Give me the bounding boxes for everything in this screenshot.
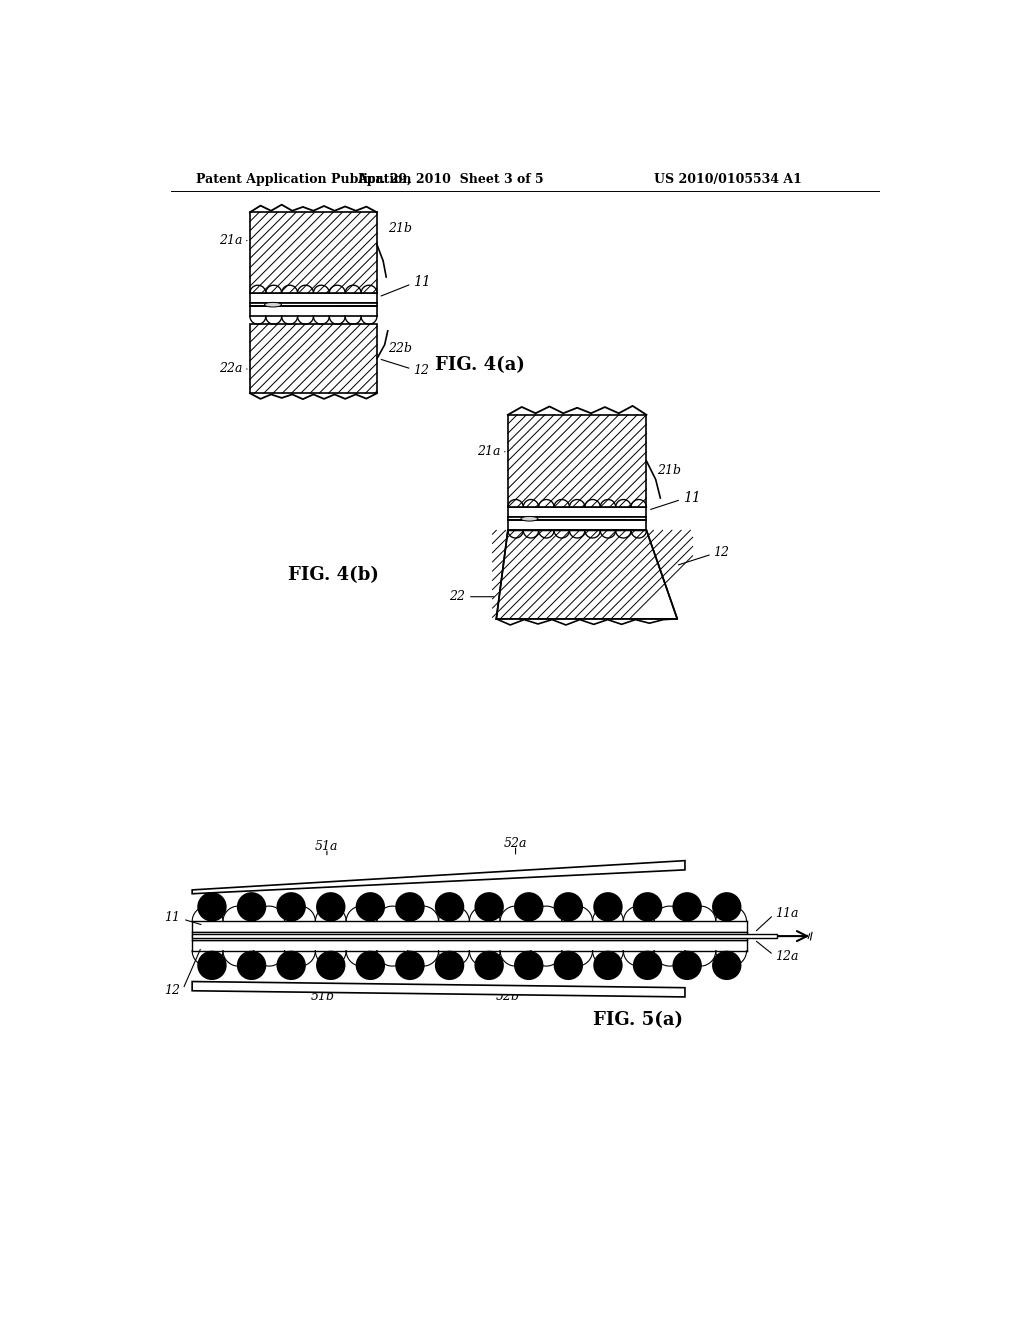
Circle shape bbox=[278, 892, 305, 921]
Circle shape bbox=[555, 952, 583, 979]
Circle shape bbox=[713, 952, 740, 979]
Text: 11a: 11a bbox=[775, 907, 799, 920]
Ellipse shape bbox=[521, 516, 538, 521]
Bar bbox=[193, 936, 746, 940]
Circle shape bbox=[475, 952, 503, 979]
Text: 21b: 21b bbox=[388, 222, 412, 235]
Circle shape bbox=[435, 892, 464, 921]
Text: 12: 12 bbox=[165, 985, 180, 998]
Circle shape bbox=[515, 952, 543, 979]
Text: Apr. 29, 2010  Sheet 3 of 5: Apr. 29, 2010 Sheet 3 of 5 bbox=[356, 173, 544, 186]
Circle shape bbox=[198, 952, 226, 979]
Circle shape bbox=[356, 952, 384, 979]
Text: US 2010/0105534 A1: US 2010/0105534 A1 bbox=[654, 173, 802, 186]
Text: 52b: 52b bbox=[496, 990, 520, 1003]
Bar bbox=[193, 935, 777, 939]
Text: FIG. 5(a): FIG. 5(a) bbox=[593, 1011, 683, 1030]
Text: 52a: 52a bbox=[504, 837, 527, 850]
Circle shape bbox=[396, 892, 424, 921]
Circle shape bbox=[674, 892, 701, 921]
Text: 11: 11 bbox=[413, 276, 431, 289]
Circle shape bbox=[634, 892, 662, 921]
Text: 21b: 21b bbox=[657, 463, 681, 477]
Bar bbox=[508, 517, 646, 520]
Text: 51b: 51b bbox=[311, 990, 335, 1003]
Circle shape bbox=[674, 952, 701, 979]
Circle shape bbox=[435, 952, 464, 979]
Text: 51a: 51a bbox=[315, 841, 339, 853]
Circle shape bbox=[396, 952, 424, 979]
Circle shape bbox=[316, 892, 345, 921]
Text: FIG. 4(a): FIG. 4(a) bbox=[435, 356, 524, 375]
Text: 22: 22 bbox=[450, 590, 466, 603]
Circle shape bbox=[356, 892, 384, 921]
Circle shape bbox=[594, 892, 622, 921]
Polygon shape bbox=[193, 982, 685, 997]
Text: 22a: 22a bbox=[219, 363, 243, 375]
Bar bbox=[250, 213, 377, 293]
Polygon shape bbox=[497, 531, 677, 619]
Circle shape bbox=[594, 952, 622, 979]
Text: FIG. 4(b): FIG. 4(b) bbox=[289, 565, 379, 583]
Text: 12: 12 bbox=[714, 546, 729, 560]
Text: 21a: 21a bbox=[219, 234, 243, 247]
Circle shape bbox=[634, 952, 662, 979]
Circle shape bbox=[198, 892, 226, 921]
Circle shape bbox=[515, 892, 543, 921]
Bar bbox=[250, 323, 377, 393]
Polygon shape bbox=[193, 861, 685, 894]
Circle shape bbox=[475, 892, 503, 921]
Circle shape bbox=[278, 952, 305, 979]
Circle shape bbox=[238, 892, 265, 921]
Text: 12: 12 bbox=[413, 364, 429, 378]
Text: 21a: 21a bbox=[476, 445, 500, 458]
Text: 12a: 12a bbox=[775, 950, 799, 964]
Text: 11: 11 bbox=[683, 491, 700, 506]
Circle shape bbox=[713, 892, 740, 921]
Text: Patent Application Publication: Patent Application Publication bbox=[196, 173, 412, 186]
Bar bbox=[250, 304, 377, 306]
Text: 22b: 22b bbox=[388, 342, 412, 355]
Text: 11: 11 bbox=[165, 911, 180, 924]
Bar bbox=[508, 414, 646, 507]
Circle shape bbox=[316, 952, 345, 979]
Circle shape bbox=[555, 892, 583, 921]
Ellipse shape bbox=[264, 302, 282, 308]
Bar bbox=[193, 932, 746, 936]
Circle shape bbox=[238, 952, 265, 979]
